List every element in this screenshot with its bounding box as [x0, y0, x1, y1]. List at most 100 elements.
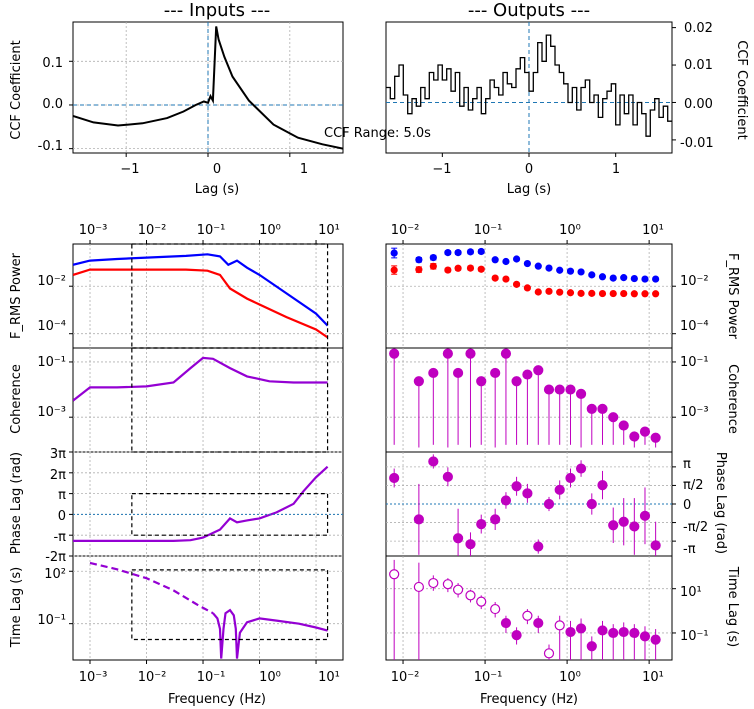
right-bottom-xtick-2: 10⁰: [559, 670, 581, 685]
phase-outputs-point-phase-8: [500, 495, 512, 506]
timelag-outputs-point-time-lag-0: [389, 569, 400, 580]
frms-outputs-ylabel: F_RMS Power: [725, 253, 740, 340]
timelag-inputs-time-lag-solid: [212, 608, 328, 659]
phase-outputs-point-phase-10: [522, 488, 533, 499]
ccf-inputs-ytick-1: 0.0: [42, 97, 63, 112]
coherence-outputs-point-coherence-0: [389, 348, 400, 359]
right-top-xtick-3: 10¹: [642, 223, 664, 238]
phase-outputs-point-phase-17: [597, 479, 608, 491]
frms-outputs-point-red-19: [620, 289, 628, 298]
frms-outputs-point-blue-13: [556, 266, 564, 274]
coherence-inputs-ytick-1: 10⁻³: [37, 405, 66, 420]
frms-inputs-red: [73, 268, 329, 339]
frms-outputs-frame: [385, 243, 673, 349]
frms-outputs-point-red-15: [577, 289, 585, 297]
coherence-outputs-point-coherence-14: [565, 384, 576, 395]
coherence-outputs-point-coherence-4: [452, 367, 464, 379]
left-top-xtick-4: 10¹: [318, 223, 340, 238]
phase-outputs-ytick-2: 0: [683, 498, 691, 513]
coherence-outputs-point-coherence-21: [639, 426, 651, 437]
coherence-inputs-coherence: [73, 356, 328, 402]
coherence-outputs-point-coherence-15: [575, 388, 587, 399]
phase-outputs-ylabel: Phase Lag (rad): [713, 452, 728, 554]
ccf-outputs-ylabel: CCF Coefficient: [734, 40, 749, 139]
coherence-inputs-range-box: [131, 347, 329, 453]
phase-inputs-ytick-0: 3π: [50, 447, 66, 462]
timelag-outputs-point-time-lag-19: [618, 626, 629, 638]
timelag-outputs-ytick-0: 10¹: [680, 585, 702, 600]
timelag-outputs-ytick-1: 10⁻¹: [680, 629, 709, 644]
ccf-outputs-ytick-0: 0.02: [684, 21, 713, 36]
ccf-outputs-xtick-1: 0: [525, 162, 533, 177]
timelag-outputs-point-time-lag-16: [586, 641, 597, 652]
phase-inputs-ytick-2: π: [58, 488, 66, 503]
left-frequency-xlabel: Frequency (Hz): [168, 692, 266, 707]
left-bottom-xtick-2: 10⁻¹: [197, 670, 226, 685]
phase-outputs-ytick-1: π/2: [683, 478, 703, 493]
coherence-outputs-points: [389, 348, 661, 448]
frms-outputs-point-red-20: [630, 290, 638, 298]
ccf-inputs-xtick-2: 1: [300, 162, 308, 177]
coherence-outputs-point-coherence-12: [543, 384, 555, 395]
frms-outputs-point-blue-3: [444, 249, 452, 257]
timelag-outputs-points: [389, 559, 661, 660]
phase-outputs-point-phase-21: [639, 510, 651, 521]
left-bottom-xtick-0: 10⁻³: [79, 670, 108, 685]
frms-inputs-ytick-0: 10⁻²: [37, 274, 66, 289]
phase-inputs-ytick-3: 0: [58, 509, 66, 524]
frms-outputs-point-red-3: [444, 266, 452, 274]
phase-outputs-point-phase-18: [608, 520, 619, 531]
frms-outputs-point-blue-17: [598, 273, 607, 281]
ccf-inputs-ylabel: CCF Coefficient: [9, 40, 24, 139]
left-top-xtick-1: 10⁻²: [138, 223, 167, 238]
frms-outputs-point-red-10: [523, 284, 531, 292]
frms-outputs-point-blue-14: [566, 267, 575, 275]
phase-outputs-point-phase-13: [554, 484, 565, 495]
coherence-outputs-point-coherence-17: [597, 403, 608, 414]
frms-outputs-point-blue-8: [502, 257, 510, 266]
timelag-inputs-frame: [72, 555, 344, 661]
timelag-outputs-point-time-lag-5: [465, 590, 476, 601]
coherence-outputs-ylabel: Coherence: [725, 364, 740, 434]
ccf-inputs-xlabel: Lag (s): [195, 182, 240, 197]
coherence-inputs-ylabel: Coherence: [9, 364, 24, 434]
phase-outputs-point-phase-3: [442, 471, 453, 482]
phase-outputs-ytick-0: π: [683, 457, 691, 472]
frms-outputs-point-blue-6: [477, 247, 485, 256]
frms-outputs-point-blue-9: [512, 255, 521, 263]
frms-outputs-point-blue-18: [609, 274, 617, 282]
timelag-outputs-point-time-lag-1: [413, 581, 424, 593]
ccf-outputs-ytick-3: -0.01: [680, 136, 714, 151]
timelag-outputs-point-time-lag-8: [500, 617, 512, 629]
timelag-inputs-ytick-0: 10²: [44, 567, 66, 582]
timelag-outputs-point-time-lag-18: [608, 627, 619, 639]
frms-outputs-point-blue-0: [390, 249, 398, 257]
frms-outputs-point-blue-2: [429, 254, 437, 262]
phase-outputs-point-phase-0: [389, 472, 400, 484]
frms-outputs-point-red-13: [556, 288, 564, 296]
frms-outputs-ytick-0: 10⁻²: [680, 274, 709, 289]
phase-inputs-ytick-5: -2π: [45, 550, 66, 565]
timelag-outputs-point-time-lag-3: [442, 579, 453, 590]
phase-inputs-phase: [73, 465, 329, 543]
phase-outputs-point-phase-2: [428, 456, 439, 467]
timelag-outputs-point-time-lag-2: [428, 577, 439, 589]
phase-inputs-ytick-4: -π: [53, 530, 66, 545]
timelag-outputs-point-time-lag-13: [554, 620, 565, 631]
timelag-outputs-point-time-lag-7: [490, 603, 501, 615]
frms-outputs-point-red-0: [390, 266, 398, 274]
coherence-outputs-frame: [385, 347, 673, 453]
phase-outputs-point-phase-7: [490, 514, 501, 525]
phase-outputs-point-phase-9: [511, 481, 522, 492]
timelag-inputs-ytick-1: 10⁻¹: [37, 613, 66, 628]
coherence-outputs-ytick-0: 10⁻¹: [680, 355, 709, 370]
frms-outputs-point-blue-1: [415, 256, 423, 264]
frms-outputs-point-red-6: [477, 265, 485, 273]
frms-outputs-point-blue-4: [454, 249, 462, 257]
ccf-outputs-ytick-1: 0.01: [684, 58, 713, 73]
axes-frames: [69, 21, 676, 664]
coherence-outputs-point-coherence-8: [500, 348, 512, 359]
timelag-inputs-ylabel: Time Lag (s): [9, 567, 24, 648]
coherence-outputs-point-coherence-1: [413, 376, 424, 387]
left-top-xtick-2: 10⁻¹: [197, 223, 226, 238]
